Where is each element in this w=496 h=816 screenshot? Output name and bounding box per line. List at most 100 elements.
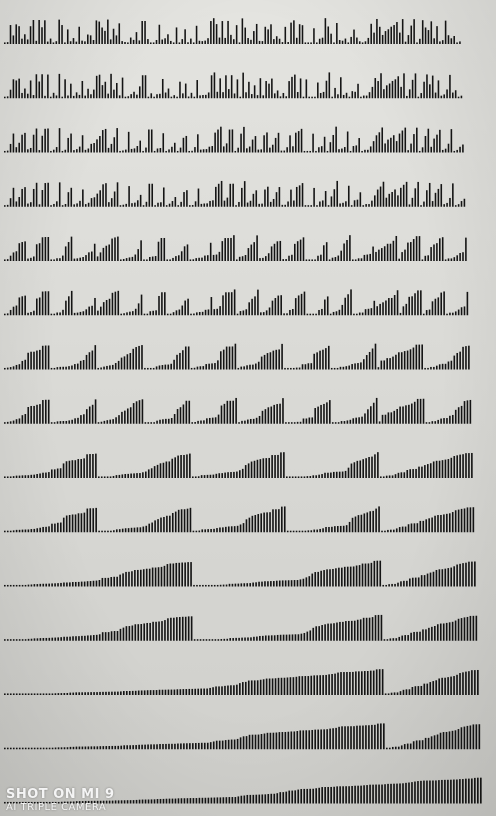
bar bbox=[234, 583, 237, 587]
bar bbox=[150, 93, 153, 99]
bar bbox=[247, 637, 249, 641]
bar bbox=[212, 200, 214, 207]
bar bbox=[296, 241, 299, 261]
bar bbox=[30, 351, 32, 370]
bar bbox=[264, 635, 267, 641]
bar bbox=[224, 740, 227, 750]
bar bbox=[47, 128, 49, 153]
bar bbox=[41, 74, 43, 99]
bar bbox=[463, 508, 466, 533]
bar bbox=[214, 132, 216, 153]
bar bbox=[48, 526, 50, 533]
bar bbox=[254, 136, 257, 153]
bar bbox=[440, 184, 443, 207]
bar bbox=[21, 475, 24, 478]
bar bbox=[21, 134, 23, 153]
bar bbox=[417, 577, 420, 587]
bar bbox=[52, 149, 55, 153]
bar bbox=[378, 669, 381, 695]
bar bbox=[27, 312, 29, 316]
bar bbox=[383, 360, 386, 370]
bar bbox=[220, 405, 223, 424]
bar bbox=[175, 310, 178, 316]
bar bbox=[396, 22, 398, 44]
bar bbox=[274, 678, 277, 695]
bar bbox=[393, 783, 395, 804]
bar bbox=[24, 475, 27, 478]
bar bbox=[318, 626, 320, 641]
bar bbox=[170, 418, 173, 424]
bar bbox=[399, 406, 401, 424]
bar bbox=[363, 785, 365, 804]
bar bbox=[330, 623, 332, 641]
bar bbox=[18, 26, 20, 44]
bar bbox=[466, 400, 469, 424]
bar bbox=[411, 782, 413, 804]
bar bbox=[438, 780, 440, 804]
bar bbox=[379, 303, 381, 316]
bar bbox=[38, 204, 41, 207]
bar bbox=[107, 632, 110, 641]
bar bbox=[353, 29, 355, 44]
bar bbox=[235, 25, 238, 44]
bar bbox=[214, 639, 217, 641]
bar bbox=[387, 693, 390, 695]
bar bbox=[258, 40, 261, 44]
bar bbox=[332, 311, 335, 316]
bar bbox=[175, 256, 177, 261]
bar bbox=[303, 476, 306, 478]
bar bbox=[9, 584, 12, 587]
bar bbox=[209, 200, 211, 207]
bar bbox=[278, 580, 281, 587]
bar bbox=[336, 23, 338, 44]
bar bbox=[250, 244, 253, 261]
bar bbox=[249, 364, 251, 370]
bar bbox=[396, 409, 398, 424]
bar bbox=[109, 476, 112, 478]
bar bbox=[184, 616, 187, 641]
bar bbox=[330, 33, 332, 44]
bar bbox=[345, 786, 347, 804]
bar bbox=[119, 628, 122, 641]
bar bbox=[389, 358, 391, 370]
bar bbox=[439, 238, 441, 261]
bar bbox=[48, 637, 51, 641]
bar bbox=[6, 584, 9, 587]
bar bbox=[406, 580, 408, 587]
bar bbox=[377, 723, 379, 750]
bar bbox=[164, 689, 167, 695]
bar bbox=[125, 203, 127, 207]
bar bbox=[44, 291, 47, 316]
bar bbox=[213, 797, 216, 804]
bar bbox=[223, 200, 226, 207]
bar bbox=[39, 527, 41, 533]
bar bbox=[190, 562, 192, 587]
bar bbox=[218, 473, 221, 478]
bar bbox=[30, 801, 33, 804]
bar bbox=[351, 91, 354, 99]
bar bbox=[259, 78, 262, 99]
bar bbox=[365, 458, 367, 478]
bar bbox=[345, 201, 347, 207]
bar bbox=[24, 584, 27, 587]
bar bbox=[21, 415, 24, 424]
bar bbox=[284, 580, 287, 587]
bar bbox=[260, 733, 263, 750]
bar bbox=[87, 202, 90, 207]
bar bbox=[431, 517, 433, 533]
bar bbox=[33, 801, 36, 804]
bar bbox=[91, 251, 93, 261]
bar bbox=[249, 794, 252, 804]
bar bbox=[291, 76, 293, 99]
bar bbox=[68, 296, 70, 316]
bar bbox=[213, 309, 216, 316]
bar bbox=[108, 244, 110, 261]
bar bbox=[383, 639, 386, 641]
bar bbox=[150, 799, 153, 804]
bar bbox=[433, 244, 435, 261]
bar bbox=[262, 635, 264, 641]
bar bbox=[108, 298, 111, 316]
bar bbox=[75, 801, 78, 804]
bar bbox=[353, 200, 356, 207]
bar bbox=[296, 580, 299, 587]
